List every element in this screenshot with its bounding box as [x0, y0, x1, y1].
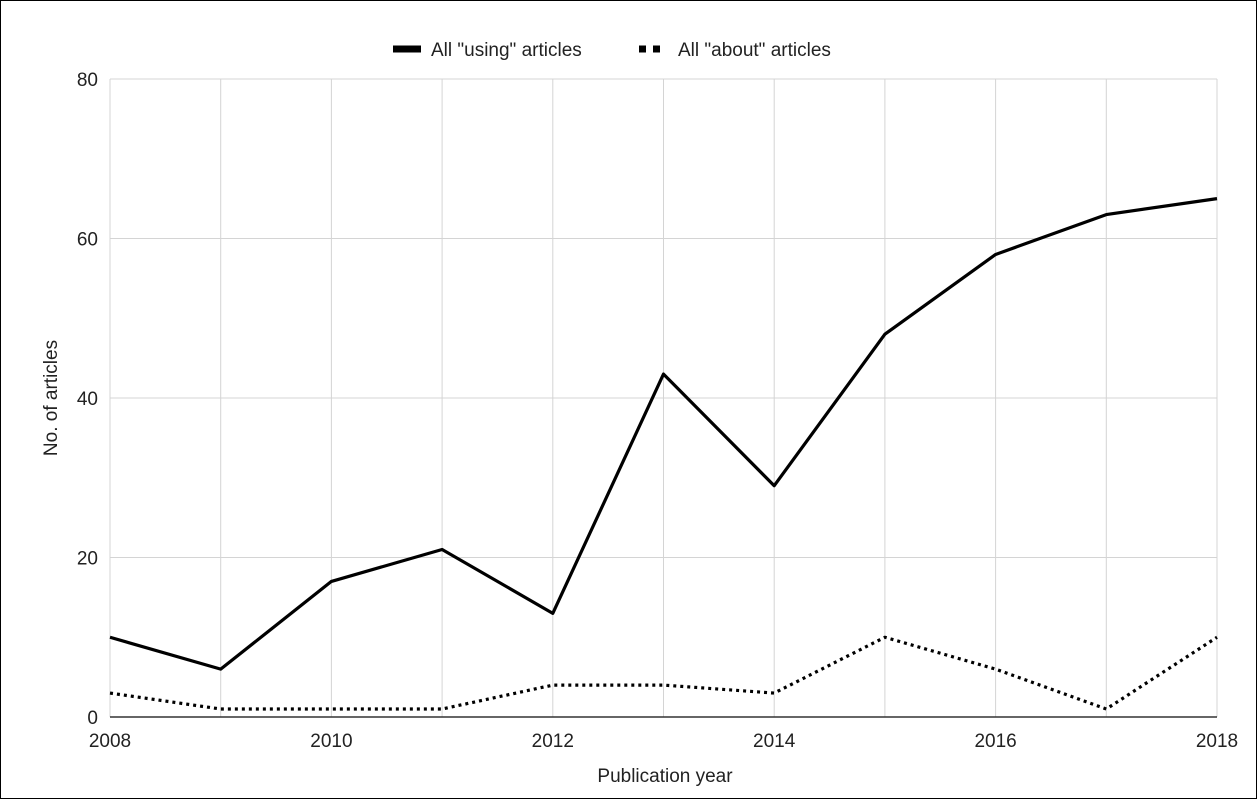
y-axis-title: No. of articles: [41, 340, 62, 456]
series-line-1: [109, 197, 1218, 671]
x-tick-label: 2018: [1196, 731, 1238, 752]
y-tick-label: 0: [87, 708, 98, 729]
x-tick-label: 2016: [974, 731, 1016, 752]
x-tick-label: 2008: [89, 731, 131, 752]
tick-labels: 0 20 40 60 80 2008 2010 2012 2014 2016 2018: [77, 70, 1238, 752]
y-tick-label: 60: [77, 230, 98, 251]
series-line-2: [109, 635, 1218, 711]
series-lines: [109, 197, 1218, 711]
gridlines: [109, 78, 1218, 717]
y-tick-label: 40: [77, 389, 98, 410]
legend-label-1: All "using" articles: [431, 40, 582, 61]
y-tick-label: 20: [77, 549, 98, 570]
legend-label-2: All "about" articles: [678, 40, 831, 61]
x-axis-title: Publication year: [597, 766, 733, 787]
legend: All "using" articles All "about" articles: [393, 40, 831, 61]
x-tick-label: 2012: [532, 731, 574, 752]
y-tick-label: 80: [77, 70, 98, 91]
x-tick-label: 2014: [753, 731, 796, 752]
x-tick-label: 2010: [310, 731, 352, 752]
